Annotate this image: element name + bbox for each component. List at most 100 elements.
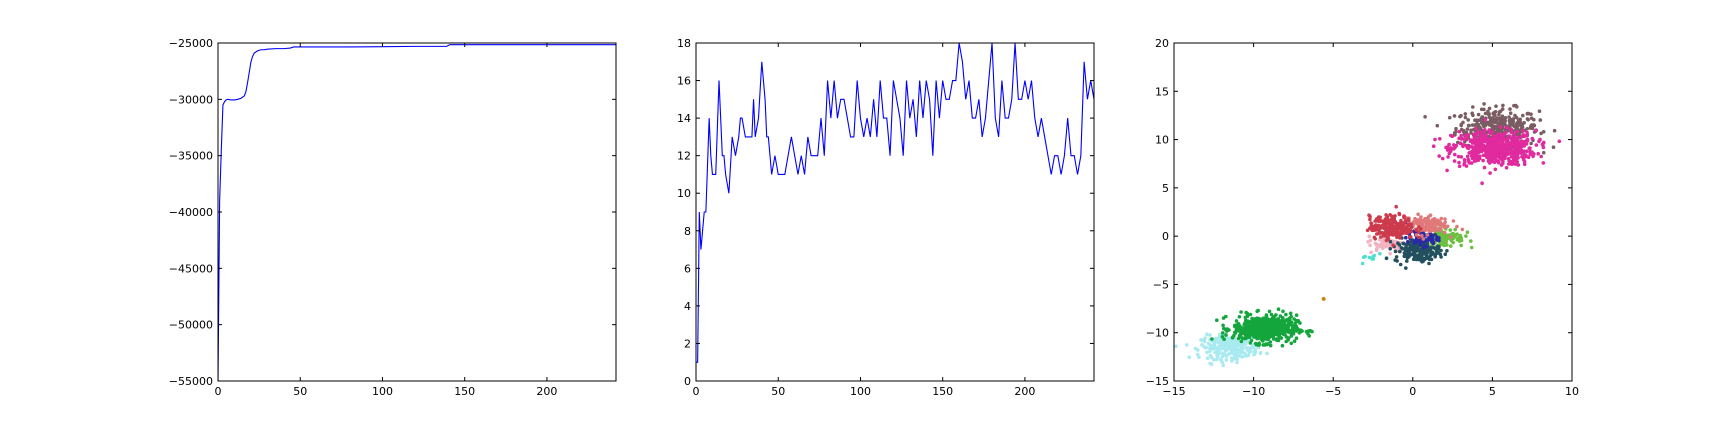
scatter-point	[1269, 312, 1274, 317]
scatter-point	[1383, 227, 1388, 231]
chart-panel-cluster-count: 0 50 100 150 200 0 2 4 6 8 10 12 14 16 18	[677, 37, 1095, 398]
scatter-point	[1220, 360, 1224, 365]
scatter-point	[1229, 356, 1234, 360]
scatter-point	[1469, 245, 1474, 250]
scatter-point	[1248, 349, 1253, 354]
scatter-point	[1235, 357, 1239, 361]
scatter-point	[1498, 143, 1503, 147]
scatter-point	[1406, 217, 1410, 221]
scatter-point	[1487, 128, 1492, 132]
scatter-point	[1521, 128, 1525, 133]
scatter-point	[1293, 323, 1297, 327]
scatter-point	[1288, 311, 1293, 316]
scatter-point	[1459, 155, 1464, 159]
scatter-point	[1226, 339, 1230, 344]
scatter-point	[1462, 128, 1466, 133]
scatter-point	[1246, 346, 1251, 351]
scatter-point	[1454, 126, 1458, 131]
scatter-point	[1508, 111, 1513, 115]
scatter-point	[1214, 357, 1219, 362]
scatter-point	[1525, 130, 1529, 135]
scatter-point	[1438, 242, 1443, 246]
scatter-point	[1492, 110, 1497, 115]
scatter-point	[1267, 309, 1272, 314]
scatter-point	[1539, 154, 1543, 159]
scatter-point	[1384, 231, 1388, 235]
scatter-point	[1185, 343, 1189, 347]
scatter-point	[1538, 118, 1543, 122]
scatter-point	[1393, 219, 1397, 224]
scatter-point	[1393, 258, 1397, 262]
scatter-point	[1456, 140, 1460, 145]
scatter-point	[1308, 328, 1312, 333]
scatter-point	[1448, 244, 1453, 248]
scatter-point	[1499, 119, 1504, 124]
scatter-point	[1425, 238, 1430, 243]
scatter-point	[1445, 148, 1450, 152]
scatter-point	[1424, 252, 1428, 256]
scatter-point	[1218, 357, 1223, 362]
scatter-point	[1393, 249, 1398, 254]
scatter-point	[1224, 358, 1229, 362]
scatter-point	[1498, 125, 1503, 129]
scatter-point	[1266, 326, 1270, 330]
scatter-point	[1368, 214, 1372, 219]
scatter-point	[1424, 248, 1429, 253]
scatter-point	[1524, 149, 1529, 153]
scatter-point	[1482, 124, 1486, 129]
scatter-point	[1475, 153, 1479, 157]
scatter-point	[1463, 137, 1467, 142]
scatter-point	[1541, 143, 1545, 147]
scatter-point	[1404, 245, 1408, 250]
scatter-point	[1237, 333, 1242, 338]
scatter-point	[1298, 329, 1303, 334]
scatter-point	[1276, 307, 1281, 312]
scatter-point	[1510, 120, 1515, 125]
scatter-point	[1525, 137, 1530, 142]
scatter-point	[1393, 214, 1397, 218]
scatter-point	[1489, 151, 1494, 155]
scatter-point	[1407, 242, 1411, 247]
scatter-point	[1509, 127, 1514, 132]
scatter-point	[1515, 105, 1519, 109]
scatter-point	[1438, 252, 1443, 257]
scatter-point	[1462, 162, 1466, 167]
scatter-point	[1388, 251, 1392, 256]
scatter-point	[1425, 244, 1429, 248]
scatter-point	[1304, 329, 1309, 334]
scatter-point	[1486, 139, 1491, 144]
scatter-point	[1515, 142, 1520, 146]
scatter-point	[1532, 117, 1536, 122]
scatter-point	[1294, 318, 1298, 323]
scatter-point	[1278, 314, 1283, 318]
scatter-point	[1240, 336, 1244, 340]
y-tick-label: 10	[1155, 134, 1169, 147]
scatter-point	[1449, 133, 1453, 138]
scatter-point	[1210, 347, 1214, 351]
scatter-point	[1256, 325, 1260, 329]
scatter-point	[1254, 343, 1259, 347]
scatter-point	[1244, 324, 1249, 329]
scatter-point	[1458, 233, 1463, 238]
scatter-point	[1224, 333, 1228, 337]
scatter-point	[1224, 328, 1228, 332]
scatter-point	[1409, 235, 1413, 239]
scatter-point	[1532, 152, 1536, 156]
scatter-point	[1465, 145, 1469, 149]
scatter-point	[1482, 148, 1486, 152]
scatter-point	[1518, 144, 1523, 149]
scatter-point	[1235, 360, 1239, 365]
scatter-point	[1483, 128, 1487, 132]
scatter-point	[1470, 152, 1475, 156]
scatter-point	[1532, 123, 1537, 128]
scatter-point	[1517, 118, 1521, 122]
scatter-point	[1221, 352, 1226, 356]
scatter-point	[1475, 158, 1480, 162]
scatter-point	[1402, 215, 1406, 219]
scatter-point	[1452, 159, 1457, 163]
scatter-point	[1294, 313, 1299, 318]
scatter-point	[1464, 234, 1468, 238]
scatter-point	[1272, 330, 1277, 335]
scatter-point	[1367, 234, 1371, 239]
scatter-point	[1215, 346, 1219, 351]
